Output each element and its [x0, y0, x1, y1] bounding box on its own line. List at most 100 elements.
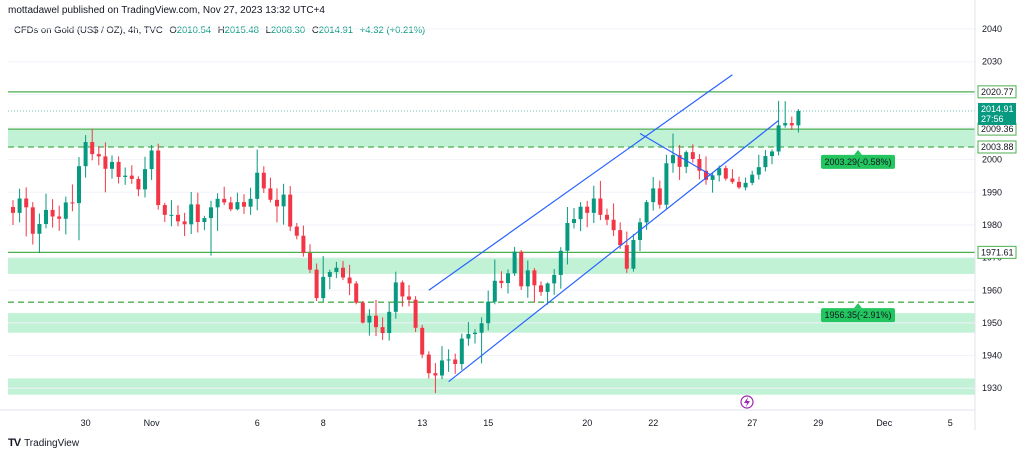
- time-tick-label: 22: [648, 418, 658, 428]
- candle-body: [222, 198, 227, 203]
- candle: [129, 165, 134, 184]
- candle: [598, 180, 603, 221]
- candle: [539, 281, 543, 296]
- candle: [268, 177, 273, 203]
- event-marker[interactable]: [740, 395, 754, 409]
- candle: [182, 212, 187, 237]
- close-value: 2014.91: [318, 25, 354, 36]
- brand-name: TradingView: [24, 437, 80, 449]
- candle-body: [644, 202, 649, 223]
- candle-body: [360, 302, 365, 323]
- candle: [374, 300, 378, 336]
- candle-body: [492, 280, 497, 302]
- candle-body: [268, 188, 273, 200]
- last-price-label: 2014.91: [981, 104, 1014, 114]
- candle: [519, 250, 524, 290]
- time-tick-label: 6: [255, 418, 260, 428]
- callout-label: 1956.35(-2.91%): [824, 310, 891, 320]
- candle: [44, 193, 48, 229]
- candle: [466, 321, 471, 346]
- candle-body: [684, 152, 689, 167]
- candle-body: [334, 267, 339, 272]
- candle-body: [288, 194, 293, 227]
- candle-body: [156, 150, 161, 206]
- candle: [413, 296, 418, 333]
- candle: [730, 169, 735, 184]
- candle-body: [770, 151, 774, 157]
- candle: [255, 149, 260, 211]
- last-price-box: [978, 102, 1016, 125]
- candle: [162, 202, 167, 223]
- candle-body: [321, 276, 326, 299]
- candle: [301, 225, 306, 257]
- candle-body: [169, 214, 174, 216]
- candle: [796, 109, 801, 133]
- candle: [341, 260, 345, 281]
- candle: [347, 264, 352, 296]
- time-tick-label: 27: [747, 418, 757, 428]
- candle: [737, 176, 741, 190]
- channel-trend-line: [428, 74, 733, 291]
- candle-body: [63, 202, 68, 219]
- candle-body: [605, 214, 609, 220]
- price-axis[interactable]: 1930194019501960197019801990200020102020…: [974, 0, 1017, 430]
- candle-body: [314, 269, 319, 299]
- channel-trend-line: [639, 133, 713, 177]
- candle-body: [248, 198, 253, 207]
- candle-body: [367, 315, 372, 323]
- candle-body: [539, 285, 543, 292]
- candle-body: [624, 245, 629, 269]
- candle-body: [446, 359, 451, 361]
- candle: [492, 259, 497, 305]
- callout-pointer: [854, 149, 862, 155]
- candle: [770, 149, 774, 165]
- candle-body: [123, 175, 128, 177]
- candle-body: [308, 253, 312, 270]
- candle: [750, 170, 755, 186]
- candle-body: [473, 332, 477, 335]
- candle-body: [796, 111, 801, 126]
- candle: [123, 167, 128, 185]
- level-price-label: 2009.36: [981, 124, 1014, 134]
- candle-body: [631, 239, 636, 269]
- candle: [275, 188, 279, 223]
- time-axis[interactable]: 30 Nov 6 8 13 15 20 22 27 29 Dec 5: [0, 409, 975, 428]
- candle-body: [400, 282, 405, 297]
- level-price-label: 2003.88: [981, 142, 1014, 152]
- tradingview-brand: TV TradingView: [8, 437, 79, 449]
- candle-body: [506, 273, 510, 284]
- candle-body: [420, 327, 425, 355]
- level-layer: [8, 91, 975, 303]
- time-tick-label: 30: [81, 418, 91, 428]
- candle-body: [697, 159, 702, 171]
- candle: [242, 194, 246, 214]
- candle-body: [585, 206, 590, 213]
- price-tick-label: 1930: [982, 383, 1002, 393]
- candle: [70, 184, 75, 212]
- candle-body: [301, 235, 306, 254]
- level-price-label: 1971.61: [981, 247, 1014, 257]
- candle: [657, 180, 662, 209]
- candle: [30, 202, 35, 245]
- candle: [380, 317, 385, 340]
- candle: [77, 157, 81, 241]
- candle-body: [235, 202, 240, 210]
- candle-body: [11, 207, 15, 213]
- open-value: 2010.54: [176, 25, 212, 36]
- channel-trend-line: [448, 120, 779, 383]
- candle: [235, 192, 240, 211]
- support-resistance-zone: [8, 257, 975, 274]
- candle: [176, 205, 180, 227]
- candle-body: [453, 359, 458, 365]
- high-value: 2015.48: [224, 25, 259, 36]
- callout-box: [821, 308, 895, 323]
- candle-body: [374, 315, 378, 328]
- candle: [367, 309, 372, 336]
- price-tick-label: 1960: [982, 285, 1002, 295]
- candle-body: [552, 274, 557, 284]
- candle: [321, 255, 326, 302]
- candle: [96, 146, 101, 166]
- candle: [697, 154, 702, 180]
- level-price-label: 2020.77: [981, 87, 1014, 97]
